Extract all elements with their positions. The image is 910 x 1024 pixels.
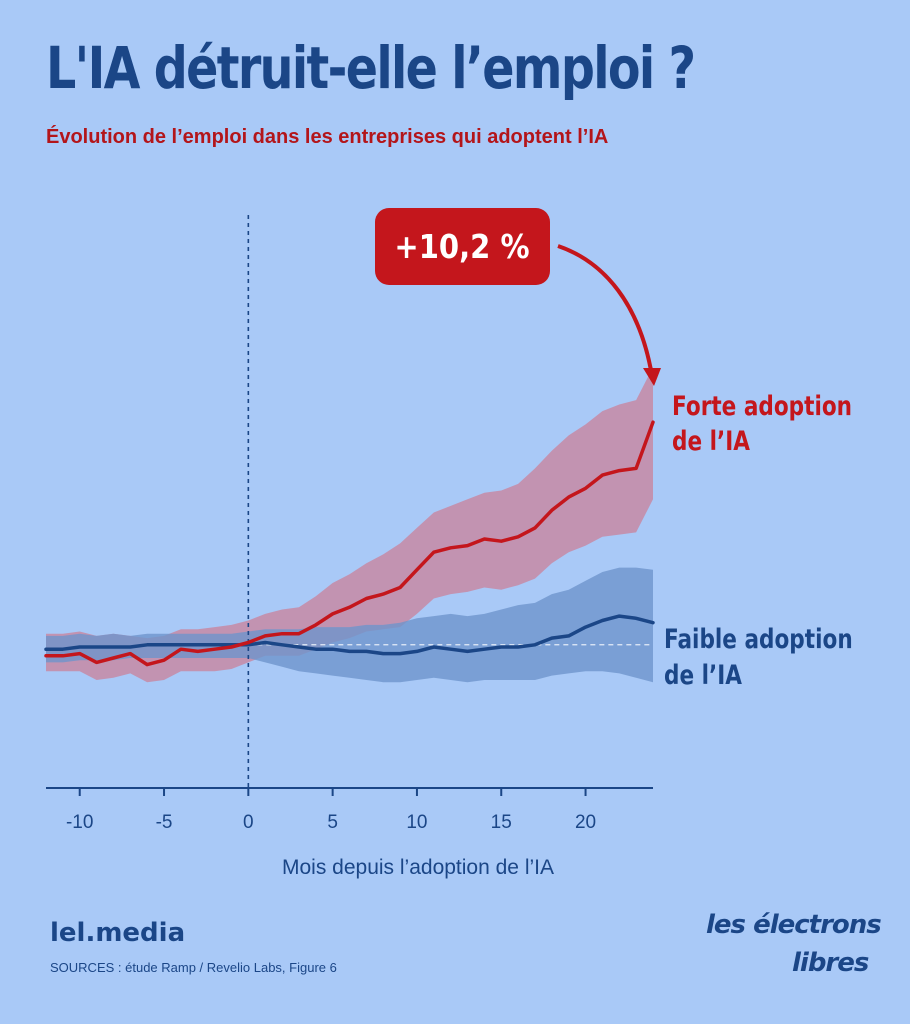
callout-box — [375, 208, 550, 285]
sources-note: SOURCES : étude Ramp / Revelio Labs, Fig… — [50, 960, 337, 975]
series-label-low: Faible adoption de l’IA — [664, 623, 853, 691]
confidence-band-low — [46, 567, 653, 683]
callout-label: +10,2 % — [394, 228, 529, 266]
logo-line1: les électrons — [706, 910, 882, 940]
series-line-high — [44, 420, 655, 667]
x-tick-label: 20 — [575, 812, 596, 833]
x-tick-label: 0 — [243, 812, 254, 833]
page-title: L'IA détruit-elle l’emploi ? — [46, 34, 696, 102]
series-label-high-line2: de l’IA — [672, 425, 750, 457]
series-line-low — [44, 614, 655, 656]
logo-line2: libres — [792, 948, 869, 978]
series-label-low-line1: Faible adoption — [664, 623, 853, 655]
publisher-logo: les électrons libres — [706, 906, 882, 986]
x-tick-label: 15 — [491, 812, 512, 833]
callout-arrowhead — [643, 368, 661, 386]
x-tick-label: -10 — [66, 812, 93, 833]
series-label-low-line2: de l’IA — [664, 659, 742, 691]
brand-name: lel.media — [50, 918, 186, 948]
series-label-high: Forte adoption de l’IA — [672, 390, 852, 457]
x-tick-label: -5 — [156, 812, 173, 833]
x-tick-label: 10 — [406, 812, 427, 833]
series-label-high-line1: Forte adoption — [672, 390, 852, 422]
callout: +10,2 % — [375, 208, 661, 386]
x-tick-label: 5 — [327, 812, 338, 833]
x-axis-title: Mois depuis l’adoption de l’IA — [282, 856, 554, 879]
callout-arrow — [557, 244, 654, 377]
page-subtitle: Évolution de l’emploi dans les entrepris… — [46, 126, 609, 148]
